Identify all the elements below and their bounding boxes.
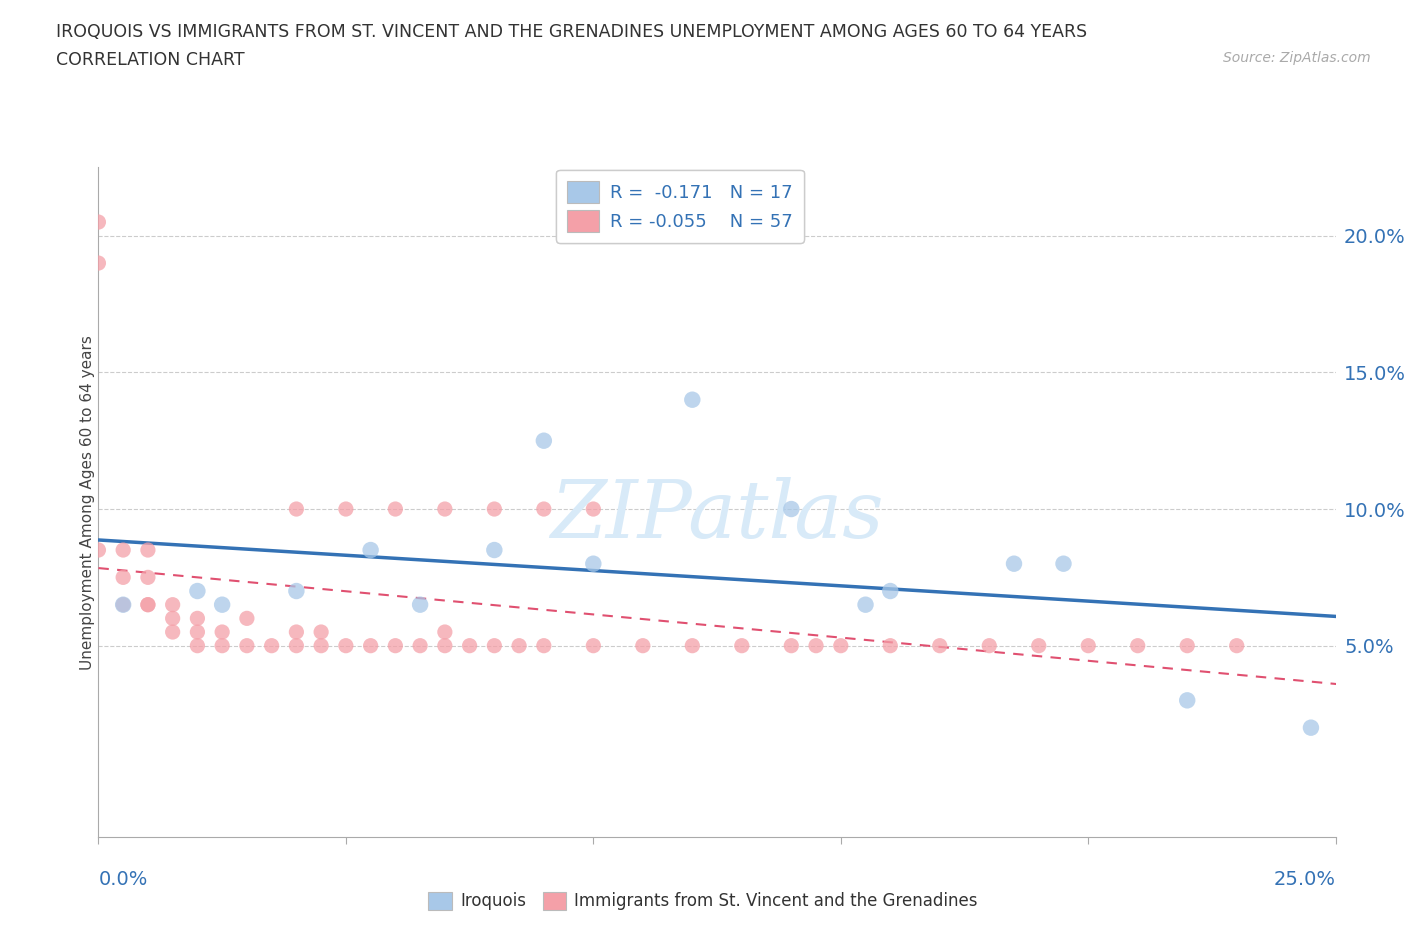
Point xyxy=(1126,638,1149,653)
Point xyxy=(1175,638,1198,653)
Legend: Iroquois, Immigrants from St. Vincent and the Grenadines: Iroquois, Immigrants from St. Vincent an… xyxy=(422,885,984,917)
Point xyxy=(211,597,233,612)
Point xyxy=(409,597,432,612)
Point xyxy=(508,638,530,653)
Point xyxy=(260,638,283,653)
Point xyxy=(186,584,208,599)
Point xyxy=(360,638,382,653)
Point xyxy=(335,638,357,653)
Point xyxy=(1175,693,1198,708)
Point xyxy=(384,501,406,516)
Point xyxy=(830,638,852,653)
Point xyxy=(309,625,332,640)
Point xyxy=(582,556,605,571)
Point xyxy=(186,638,208,653)
Point xyxy=(87,256,110,271)
Point xyxy=(1226,638,1249,653)
Point xyxy=(433,625,456,640)
Point xyxy=(1028,638,1050,653)
Point xyxy=(211,625,233,640)
Text: ZIPatlas: ZIPatlas xyxy=(550,477,884,554)
Point xyxy=(458,638,481,653)
Point xyxy=(681,638,703,653)
Point xyxy=(879,638,901,653)
Point xyxy=(533,433,555,448)
Point xyxy=(731,638,754,653)
Point xyxy=(533,638,555,653)
Point xyxy=(136,542,159,557)
Point xyxy=(112,597,135,612)
Point xyxy=(533,501,555,516)
Text: IROQUOIS VS IMMIGRANTS FROM ST. VINCENT AND THE GRENADINES UNEMPLOYMENT AMONG AG: IROQUOIS VS IMMIGRANTS FROM ST. VINCENT … xyxy=(56,23,1087,41)
Point xyxy=(433,501,456,516)
Point xyxy=(112,570,135,585)
Point xyxy=(484,638,506,653)
Point xyxy=(1077,638,1099,653)
Point xyxy=(236,638,259,653)
Point xyxy=(112,542,135,557)
Point xyxy=(285,625,308,640)
Point xyxy=(804,638,827,653)
Point xyxy=(979,638,1001,653)
Point xyxy=(162,597,184,612)
Point xyxy=(285,584,308,599)
Point xyxy=(582,638,605,653)
Point xyxy=(87,542,110,557)
Point xyxy=(1002,556,1025,571)
Point xyxy=(681,392,703,407)
Point xyxy=(236,611,259,626)
Point xyxy=(855,597,877,612)
Point xyxy=(335,501,357,516)
Point xyxy=(136,570,159,585)
Point xyxy=(879,584,901,599)
Point xyxy=(409,638,432,653)
Text: Source: ZipAtlas.com: Source: ZipAtlas.com xyxy=(1223,51,1371,65)
Point xyxy=(360,542,382,557)
Point xyxy=(186,625,208,640)
Point xyxy=(162,611,184,626)
Legend: R =  -0.171   N = 17, R = -0.055    N = 57: R = -0.171 N = 17, R = -0.055 N = 57 xyxy=(555,170,804,243)
Point xyxy=(285,638,308,653)
Point xyxy=(384,638,406,653)
Point xyxy=(433,638,456,653)
Text: 0.0%: 0.0% xyxy=(98,870,148,888)
Point xyxy=(1052,556,1074,571)
Point xyxy=(1299,720,1322,735)
Point xyxy=(309,638,332,653)
Point xyxy=(484,501,506,516)
Point xyxy=(87,215,110,230)
Point xyxy=(186,611,208,626)
Point xyxy=(285,501,308,516)
Point xyxy=(582,501,605,516)
Point xyxy=(162,625,184,640)
Point xyxy=(484,542,506,557)
Point xyxy=(136,597,159,612)
Point xyxy=(136,597,159,612)
Text: 25.0%: 25.0% xyxy=(1274,870,1336,888)
Point xyxy=(780,638,803,653)
Text: CORRELATION CHART: CORRELATION CHART xyxy=(56,51,245,69)
Point xyxy=(631,638,654,653)
Point xyxy=(928,638,950,653)
Point xyxy=(780,501,803,516)
Point xyxy=(112,597,135,612)
Y-axis label: Unemployment Among Ages 60 to 64 years: Unemployment Among Ages 60 to 64 years xyxy=(80,335,94,670)
Point xyxy=(211,638,233,653)
